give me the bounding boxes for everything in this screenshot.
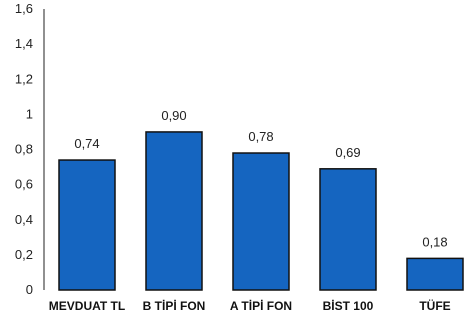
value-labels-group: 0,74 0,90 0,78 0,69 0,18 <box>74 108 447 249</box>
category-label: A TİPİ FON <box>230 298 292 313</box>
bar-value-label: 0,18 <box>422 234 447 249</box>
category-label: MEVDUAT TL <box>49 299 125 313</box>
y-tick-label: 0,4 <box>15 212 33 227</box>
y-tick-label: 1,6 <box>15 1 33 16</box>
bar-value-label: 0,69 <box>335 145 360 160</box>
bar <box>232 152 290 291</box>
category-label: BİST 100 <box>323 298 374 313</box>
category-label: TÜFE <box>419 298 450 313</box>
bar <box>58 159 116 291</box>
y-tick-label: 1,2 <box>15 71 33 86</box>
bar <box>145 131 203 291</box>
y-tick-label: 1 <box>26 106 33 121</box>
y-tick-label: 0 <box>26 282 33 297</box>
category-labels-group: MEVDUAT TL B TİPİ FON A TİPİ FON BİST 100 TÜ… <box>49 298 451 313</box>
y-tick-label: 0,2 <box>15 247 33 262</box>
y-tick-label: 0,6 <box>15 177 33 192</box>
bars-group <box>58 131 464 291</box>
bar-value-label: 0,74 <box>74 136 99 151</box>
y-tick-label: 1,4 <box>15 36 33 51</box>
category-label: B TİPİ FON <box>143 298 206 313</box>
bar <box>319 168 377 291</box>
bar <box>406 257 464 291</box>
y-tick-label: 0,8 <box>15 142 33 157</box>
bar-value-label: 0,78 <box>248 129 273 144</box>
bar-value-label: 0,90 <box>161 108 186 123</box>
y-axis-ticks: 0 0,2 0,4 0,6 0,8 1 1,2 1,4 1,6 <box>15 1 33 297</box>
